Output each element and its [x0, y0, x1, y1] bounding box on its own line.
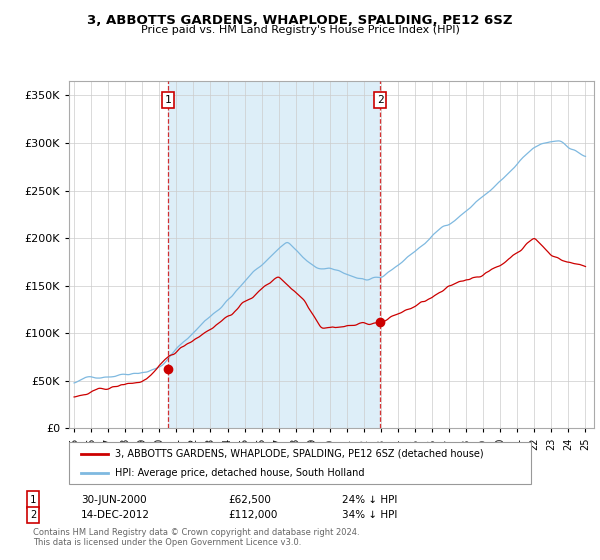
Text: 3, ABBOTTS GARDENS, WHAPLODE, SPALDING, PE12 6SZ: 3, ABBOTTS GARDENS, WHAPLODE, SPALDING, …: [87, 14, 513, 27]
Text: 2: 2: [377, 95, 383, 105]
Text: 1: 1: [164, 95, 171, 105]
Text: HPI: Average price, detached house, South Holland: HPI: Average price, detached house, Sout…: [115, 468, 365, 478]
Text: Price paid vs. HM Land Registry's House Price Index (HPI): Price paid vs. HM Land Registry's House …: [140, 25, 460, 35]
Bar: [168, 81, 380, 428]
Text: 14-DEC-2012: 14-DEC-2012: [81, 510, 150, 520]
Text: 30-JUN-2000: 30-JUN-2000: [81, 494, 146, 505]
Text: Contains HM Land Registry data © Crown copyright and database right 2024.
This d: Contains HM Land Registry data © Crown c…: [33, 528, 359, 548]
Text: 3, ABBOTTS GARDENS, WHAPLODE, SPALDING, PE12 6SZ (detached house): 3, ABBOTTS GARDENS, WHAPLODE, SPALDING, …: [115, 449, 484, 459]
Text: 2: 2: [30, 510, 36, 520]
Text: 24% ↓ HPI: 24% ↓ HPI: [342, 494, 397, 505]
Text: £112,000: £112,000: [228, 510, 277, 520]
Text: £62,500: £62,500: [228, 494, 271, 505]
Text: 34% ↓ HPI: 34% ↓ HPI: [342, 510, 397, 520]
Text: 1: 1: [30, 494, 36, 505]
